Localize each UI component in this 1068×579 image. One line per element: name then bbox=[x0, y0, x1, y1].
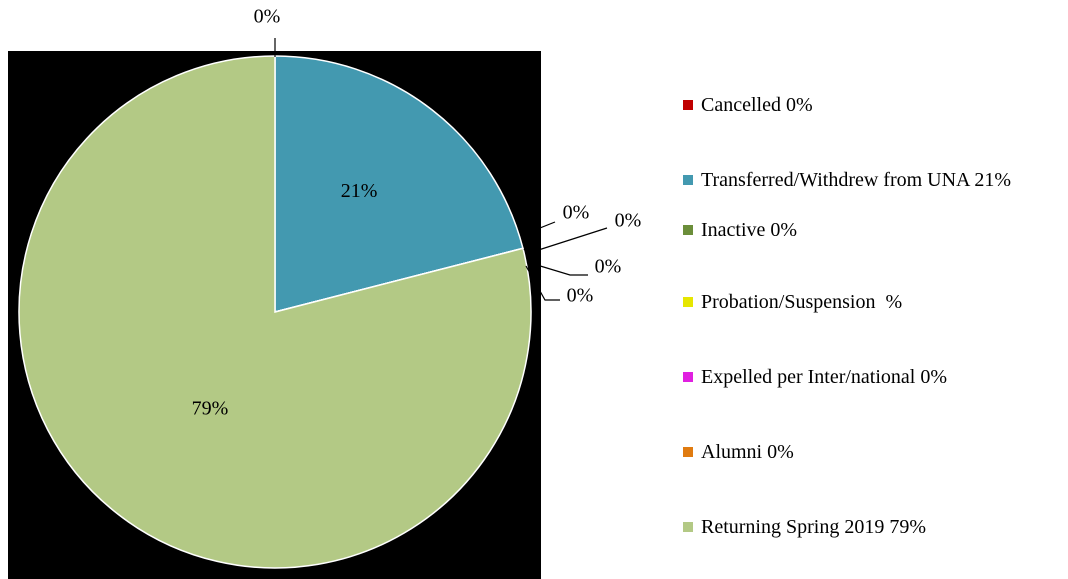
legend-label: Alumni 0% bbox=[701, 441, 794, 463]
data-label: 79% bbox=[192, 398, 229, 420]
legend-swatch bbox=[683, 225, 693, 235]
legend-swatch bbox=[683, 372, 693, 382]
legend-swatch bbox=[683, 100, 693, 110]
legend-label: Transferred/Withdrew from UNA 21% bbox=[701, 169, 1012, 191]
legend-swatch bbox=[683, 522, 693, 532]
legend-label: Inactive 0% bbox=[701, 219, 798, 241]
leader-line bbox=[526, 261, 588, 276]
leader-line bbox=[525, 227, 608, 255]
legend-label: Cancelled 0% bbox=[701, 94, 813, 116]
data-label: 0% bbox=[254, 6, 281, 28]
data-label: 0% bbox=[563, 202, 590, 224]
legend-swatch bbox=[683, 297, 693, 307]
legend-item: Expelled per Inter/national 0% bbox=[683, 365, 1043, 389]
legend-label: Expelled per Inter/national 0% bbox=[701, 366, 948, 388]
data-label: 21% bbox=[341, 180, 378, 202]
data-label: 0% bbox=[595, 256, 622, 278]
data-label: 0% bbox=[615, 210, 642, 232]
pie-slice bbox=[18, 55, 532, 569]
legend-item: Returning Spring 2019 79% bbox=[683, 515, 1043, 539]
legend-item: Probation/Suspension % bbox=[683, 290, 1043, 314]
legend-item: Inactive 0% bbox=[683, 218, 1043, 242]
legend-label: Probation/Suspension % bbox=[701, 291, 903, 313]
legend-label: Returning Spring 2019 79% bbox=[701, 516, 926, 538]
leader-line bbox=[523, 221, 556, 251]
pie-slice bbox=[274, 55, 524, 313]
legend-item: Alumni 0% bbox=[683, 440, 1043, 464]
legend-item: Cancelled 0% bbox=[683, 93, 1043, 117]
legend-item: Transferred/Withdrew from UNA 21% bbox=[683, 168, 1043, 192]
legend-swatch bbox=[683, 175, 693, 185]
leader-line bbox=[525, 265, 560, 301]
legend-swatch bbox=[683, 447, 693, 457]
data-label: 0% bbox=[567, 285, 594, 307]
